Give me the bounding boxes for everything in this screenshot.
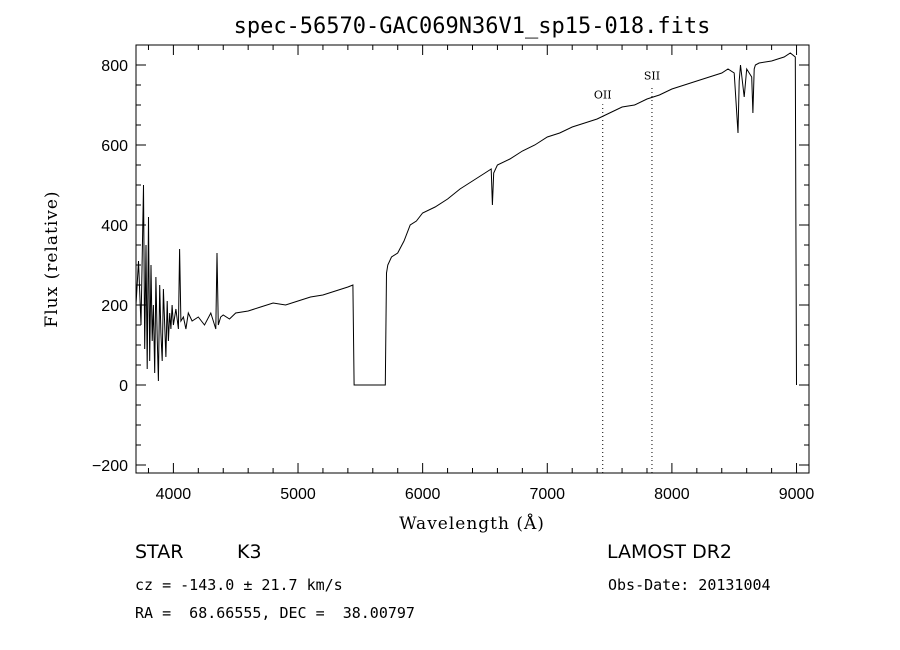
- y-tick-label: −200: [92, 458, 128, 475]
- y-tick-label: 0: [119, 378, 128, 395]
- x-tick-label: 5000: [280, 486, 316, 503]
- x-axis-label: Wavelength (Å): [399, 513, 545, 534]
- object-subclass: K3: [237, 541, 262, 563]
- y-tick-label: 600: [101, 138, 128, 155]
- spectrum-line: [135, 52, 797, 386]
- redshift-text: cz = -143.0 ± 21.7 km/s: [135, 576, 343, 594]
- x-tick-label: 7000: [529, 486, 565, 503]
- marker-label: OII: [594, 88, 612, 101]
- x-tick-label: 8000: [654, 486, 690, 503]
- object-class: STAR: [135, 541, 184, 563]
- obs-date-text: Obs-Date: 20131004: [608, 576, 771, 594]
- y-axis: −200 0 200 400 600 800: [92, 44, 809, 475]
- chart-title: spec-56570-GAC069N36V1_sp15-018.fits: [234, 14, 711, 39]
- y-tick-label: 200: [101, 298, 128, 315]
- coordinates-text: RA = 68.66555, DEC = 38.00797: [135, 604, 415, 622]
- y-tick-label: 400: [101, 218, 128, 235]
- line-markers: OII SII: [594, 69, 660, 473]
- x-tick-label: 6000: [405, 486, 441, 503]
- y-tick-label: 800: [101, 58, 128, 75]
- y-axis-label: Flux (relative): [42, 190, 62, 327]
- plot-frame: [135, 44, 810, 474]
- x-tick-label: 4000: [156, 486, 192, 503]
- x-axis: 4000 5000 6000 7000 8000 9000: [147, 45, 815, 503]
- x-tick-label: 9000: [779, 486, 815, 503]
- marker-label: SII: [644, 69, 660, 82]
- survey-label: LAMOST DR2: [607, 541, 732, 563]
